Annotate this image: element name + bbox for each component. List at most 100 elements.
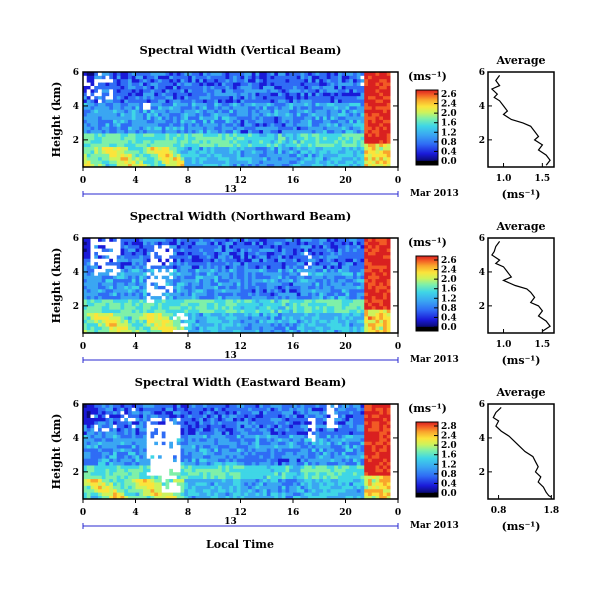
- heatmap-cell: [315, 126, 320, 131]
- heatmap-cell: [98, 407, 103, 412]
- heatmap-cell: [375, 271, 380, 276]
- heatmap-cell: [349, 282, 354, 286]
- heatmap-cell: [83, 319, 88, 324]
- heatmap-cell: [214, 265, 219, 269]
- heatmap-cell: [349, 322, 354, 327]
- heatmap-cell: [105, 261, 110, 266]
- heatmap-cell: [270, 288, 275, 293]
- heatmap-cell: [244, 126, 249, 131]
- heatmap-cell: [131, 78, 136, 83]
- heatmap-cell: [225, 288, 230, 293]
- heatmap-cell: [191, 299, 196, 303]
- heatmap-cell: [345, 122, 350, 127]
- heatmap-cell: [341, 244, 346, 249]
- heatmap-cell: [139, 292, 144, 297]
- heatmap-cell: [206, 143, 211, 148]
- heatmap-cell: [394, 95, 399, 100]
- heatmap-cell: [221, 126, 226, 131]
- heatmap-cell: [214, 75, 219, 80]
- heatmap-cell: [368, 275, 373, 280]
- heatmap-cell: [236, 295, 241, 300]
- heatmap-cell: [90, 261, 95, 266]
- colorbar-tick-label: 2.0: [441, 109, 457, 119]
- heatmap-cell: [113, 271, 118, 276]
- heatmap-cell: [345, 133, 350, 137]
- heatmap-cell: [158, 265, 163, 269]
- heatmap-cell: [330, 302, 335, 307]
- heatmap-cell: [236, 309, 241, 314]
- heatmap-cell: [120, 309, 125, 314]
- heatmap-cell: [210, 299, 215, 303]
- heatmap-cell: [203, 146, 208, 151]
- heatmap-cell: [184, 82, 189, 86]
- heatmap-cell: [90, 258, 95, 263]
- heatmap-cell: [308, 285, 313, 290]
- heatmap-cell: [266, 248, 271, 252]
- heatmap-cell: [233, 105, 238, 110]
- heatmap-cell: [169, 146, 174, 151]
- heatmap-cell: [146, 139, 151, 144]
- heatmap-cell: [128, 316, 133, 320]
- heatmap-cell: [379, 329, 384, 334]
- heatmap-cell: [105, 278, 110, 283]
- heatmap-cell: [150, 122, 155, 127]
- heatmap-cell: [296, 136, 301, 141]
- heatmap-cell: [165, 112, 170, 117]
- heatmap-cell: [270, 126, 275, 131]
- heatmap-cell: [98, 431, 103, 435]
- heatmap-cell: [379, 271, 384, 276]
- heatmap-cell: [180, 305, 185, 310]
- heatmap-cell: [188, 156, 193, 161]
- heatmap-cell: [263, 85, 268, 90]
- heatmap-cell: [191, 105, 196, 110]
- heatmap-cell: [390, 322, 395, 327]
- heatmap-cell: [109, 265, 114, 269]
- heatmap-cell: [240, 265, 245, 269]
- heatmap-cell: [233, 282, 238, 286]
- heatmap-cell: [315, 271, 320, 276]
- heatmap-cell: [90, 153, 95, 158]
- heatmap-cell: [251, 312, 256, 317]
- heatmap-cell: [315, 112, 320, 117]
- heatmap-cell: [191, 261, 196, 266]
- heatmap-cell: [296, 312, 301, 317]
- heatmap-cell: [394, 119, 399, 124]
- heatmap-cell: [289, 119, 294, 124]
- heatmap-cell: [214, 288, 219, 293]
- heatmap-cell: [326, 244, 331, 249]
- heatmap-cell: [315, 238, 320, 242]
- heatmap-cell: [356, 105, 361, 110]
- heatmap-cell: [263, 265, 268, 269]
- heatmap-cell: [105, 288, 110, 293]
- heatmap-cell: [94, 482, 99, 486]
- heatmap-cell: [184, 248, 189, 252]
- heatmap-cell: [214, 248, 219, 252]
- heatmap-cell: [315, 319, 320, 324]
- heatmap-cell: [308, 112, 313, 117]
- heatmap-cell: [308, 153, 313, 158]
- heatmap-cell: [105, 143, 110, 148]
- heatmap-cell: [394, 292, 399, 297]
- heatmap-cell: [345, 72, 350, 76]
- heatmap-cell: [143, 75, 148, 80]
- heatmap-cell: [90, 471, 95, 476]
- heatmap-cell: [315, 268, 320, 273]
- heatmap-cell: [285, 109, 290, 114]
- heatmap-cell: [146, 238, 151, 242]
- heatmap-cell: [206, 261, 211, 266]
- heatmap-cell: [345, 88, 350, 93]
- heatmap-cell: [124, 109, 129, 114]
- heatmap-cell: [394, 143, 399, 148]
- heatmap-cell: [94, 414, 99, 418]
- heatmap-cell: [353, 285, 358, 290]
- heatmap-cell: [300, 92, 305, 97]
- heatmap-cell: [300, 292, 305, 297]
- heatmap-cell: [109, 82, 114, 86]
- heatmap-cell: [315, 254, 320, 259]
- heatmap-cell: [154, 156, 159, 161]
- heatmap-cell: [124, 254, 129, 259]
- heatmap-cell: [323, 316, 328, 320]
- heatmap-cell: [255, 139, 260, 144]
- heatmap-cell: [139, 72, 144, 76]
- heatmap-cell: [154, 254, 159, 259]
